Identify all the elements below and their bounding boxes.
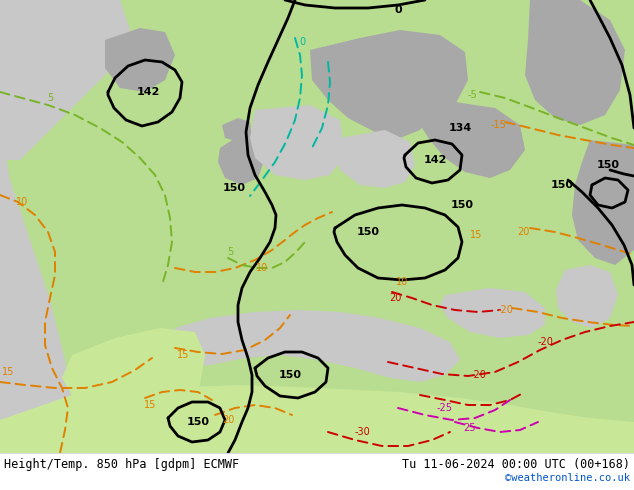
- Polygon shape: [310, 38, 440, 138]
- Text: 0: 0: [394, 5, 402, 15]
- Text: 25: 25: [463, 423, 476, 433]
- Text: 20: 20: [222, 415, 234, 425]
- Text: 0: 0: [299, 37, 305, 47]
- Text: -25: -25: [437, 403, 453, 413]
- Text: -20: -20: [470, 370, 486, 380]
- Polygon shape: [556, 265, 618, 328]
- Polygon shape: [335, 130, 415, 188]
- Text: 15: 15: [144, 400, 156, 410]
- Text: 10: 10: [396, 277, 408, 287]
- Text: 150: 150: [550, 180, 574, 190]
- Polygon shape: [572, 140, 634, 265]
- Polygon shape: [168, 310, 460, 382]
- Text: 10: 10: [16, 197, 28, 207]
- Text: 150: 150: [278, 370, 302, 380]
- Text: 10: 10: [256, 263, 268, 273]
- Text: -30: -30: [354, 427, 370, 437]
- Polygon shape: [105, 28, 175, 92]
- Polygon shape: [222, 118, 252, 142]
- Polygon shape: [250, 105, 345, 180]
- Text: 5: 5: [47, 93, 53, 103]
- Polygon shape: [355, 30, 468, 115]
- Polygon shape: [0, 0, 75, 453]
- Text: 150: 150: [186, 417, 209, 427]
- Polygon shape: [0, 385, 634, 453]
- Polygon shape: [218, 135, 265, 185]
- Text: 142: 142: [136, 87, 160, 97]
- Polygon shape: [525, 0, 625, 125]
- Text: 15: 15: [470, 230, 482, 240]
- Text: 134: 134: [448, 123, 472, 133]
- Text: Height/Temp. 850 hPa [gdpm] ECMWF: Height/Temp. 850 hPa [gdpm] ECMWF: [4, 458, 239, 471]
- Text: 20: 20: [517, 227, 529, 237]
- Text: 15: 15: [177, 350, 189, 360]
- Polygon shape: [415, 102, 525, 178]
- Text: Tu 11-06-2024 00:00 UTC (00+168): Tu 11-06-2024 00:00 UTC (00+168): [402, 458, 630, 471]
- Text: 15: 15: [2, 367, 14, 377]
- Polygon shape: [440, 288, 545, 338]
- Text: -15: -15: [490, 120, 506, 130]
- Polygon shape: [0, 0, 130, 160]
- Text: -20: -20: [497, 305, 513, 315]
- Text: 150: 150: [597, 160, 619, 170]
- Polygon shape: [62, 328, 205, 428]
- Bar: [0, 453, 634, 490]
- Text: 150: 150: [356, 227, 380, 237]
- Text: 150: 150: [451, 200, 474, 210]
- Text: 142: 142: [424, 155, 447, 165]
- Text: 20: 20: [389, 293, 401, 303]
- Text: -5: -5: [467, 90, 477, 100]
- Text: 150: 150: [223, 183, 245, 193]
- Text: 5: 5: [227, 247, 233, 257]
- Text: -20: -20: [537, 337, 553, 347]
- Text: ©weatheronline.co.uk: ©weatheronline.co.uk: [505, 473, 630, 483]
